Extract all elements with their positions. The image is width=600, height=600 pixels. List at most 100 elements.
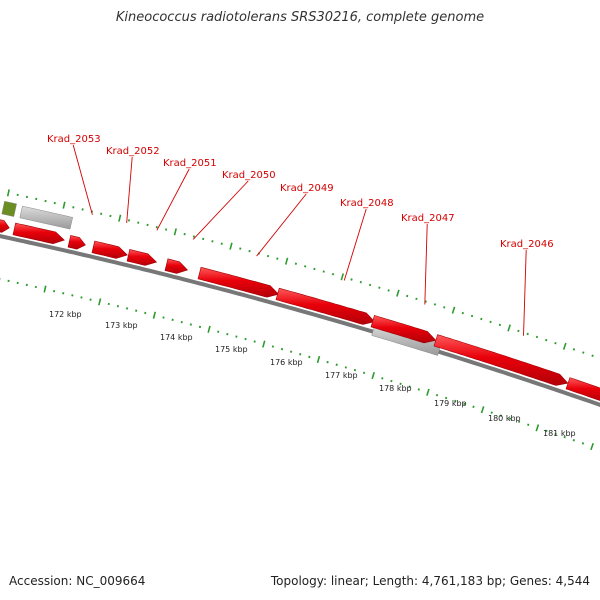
minor-tick	[545, 338, 548, 342]
minor-tick	[331, 272, 335, 276]
major-tick	[262, 340, 266, 348]
callout-line	[126, 156, 133, 223]
genome-summary: Topology: linear; Length: 4,761,183 bp; …	[270, 574, 590, 588]
major-tick	[284, 257, 289, 265]
minor-tick	[220, 242, 223, 245]
minor-tick	[527, 423, 530, 426]
minor-tick	[517, 329, 520, 333]
lower-tick-row	[0, 278, 594, 451]
minor-tick	[266, 254, 270, 258]
gene-arrow[interactable]	[91, 240, 128, 259]
gene-label-callout[interactable]: Krad_2050	[192, 170, 276, 240]
major-tick	[535, 424, 540, 432]
minor-tick	[211, 240, 214, 243]
minor-tick	[424, 300, 427, 303]
genome-title: Kineococcus radiotolerans SRS30216, comp…	[115, 10, 485, 25]
gene-arrow[interactable]	[197, 266, 280, 298]
gene-arrow[interactable]	[164, 258, 189, 274]
minor-tick	[498, 323, 502, 327]
minor-tick	[582, 351, 585, 354]
gene-label: Krad_2050	[222, 170, 276, 181]
gene-label-callout[interactable]: Krad_2052	[106, 146, 160, 223]
gene-label: Krad_2049	[280, 183, 334, 194]
scale-label: 181 kbp	[543, 429, 576, 438]
minor-tick	[490, 411, 493, 414]
minor-tick	[545, 429, 548, 433]
accession-label: Accession: NC_009664	[9, 574, 146, 588]
pseudogene-box[interactable]	[19, 205, 74, 230]
minor-tick	[417, 388, 420, 391]
major-tick	[562, 342, 567, 350]
minor-tick	[435, 393, 439, 397]
scale-label: 175 kbp	[215, 345, 248, 354]
minor-tick	[368, 283, 372, 287]
green-feature[interactable]	[1, 201, 17, 217]
minor-tick	[276, 257, 279, 260]
scale-label: 180 kbp	[488, 414, 521, 423]
minor-tick	[244, 337, 247, 341]
minor-tick	[554, 341, 557, 345]
minor-tick	[350, 278, 353, 281]
scale-label: 176 kbp	[270, 358, 303, 367]
minor-tick	[353, 368, 357, 372]
major-tick	[118, 214, 122, 222]
minor-tick	[313, 267, 316, 271]
minor-tick	[239, 247, 242, 250]
major-tick	[229, 242, 233, 250]
minor-tick	[253, 340, 256, 343]
minor-tick	[294, 262, 298, 265]
minor-tick	[554, 432, 557, 436]
callout-line	[256, 193, 307, 257]
minor-tick	[444, 396, 448, 400]
minor-tick	[563, 435, 566, 439]
minor-tick	[289, 350, 293, 353]
minor-tick	[299, 353, 302, 356]
gene-label-callout[interactable]: Krad_2051	[156, 158, 217, 231]
minor-tick	[489, 320, 492, 324]
gene-label: Krad_2047	[401, 213, 455, 224]
gene-label-callout[interactable]: Krad_2047	[401, 213, 455, 305]
minor-tick	[280, 347, 284, 351]
major-tick	[62, 201, 66, 209]
minor-tick	[406, 294, 409, 298]
minor-tick	[344, 366, 347, 369]
major-tick	[507, 324, 511, 332]
major-tick	[152, 311, 157, 319]
minor-tick	[526, 332, 529, 336]
gene-arrow[interactable]	[126, 249, 158, 266]
gene-label: Krad_2052	[106, 146, 160, 157]
major-tick	[480, 406, 485, 414]
gene-arrow[interactable]	[433, 334, 569, 386]
gene-arrow[interactable]	[12, 222, 65, 245]
gene-arrow[interactable]	[0, 219, 10, 233]
minor-tick	[217, 330, 220, 333]
minor-tick	[189, 323, 192, 326]
scale-label: 177 kbp	[325, 371, 358, 380]
gene-label-callout[interactable]: Krad_2053	[47, 134, 101, 215]
minor-tick	[572, 438, 575, 442]
minor-tick	[381, 377, 384, 380]
major-tick	[98, 298, 102, 306]
major-tick	[426, 388, 430, 396]
gene-arrow[interactable]	[67, 235, 86, 250]
major-tick	[451, 306, 456, 314]
callout-line	[424, 223, 428, 305]
minor-tick	[362, 371, 366, 375]
gene-label-callout[interactable]: Krad_2046	[500, 239, 554, 336]
gene-arrow[interactable]	[370, 315, 437, 344]
scale-label: 179 kbp	[434, 399, 467, 408]
gene-label-callout[interactable]: Krad_2048	[340, 198, 394, 281]
gene-arrow[interactable]	[565, 377, 600, 403]
gene-arrow[interactable]	[275, 287, 376, 325]
major-tick	[207, 325, 211, 333]
major-tick	[43, 285, 47, 293]
genome-backbone	[0, 234, 600, 407]
gene-label-callout[interactable]: Krad_2049	[256, 183, 334, 257]
minor-tick	[390, 379, 393, 383]
minor-tick	[387, 289, 390, 292]
major-tick	[316, 355, 321, 364]
callout-line	[192, 180, 249, 240]
minor-tick	[535, 335, 539, 339]
minor-tick	[378, 286, 381, 289]
